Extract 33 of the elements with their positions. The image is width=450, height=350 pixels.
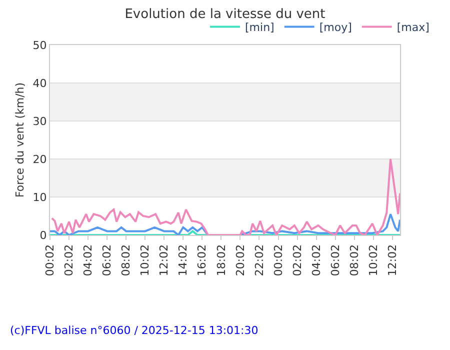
x-tick-label: 04:02 — [82, 244, 95, 276]
x-tick-label: 04:02 — [310, 244, 323, 276]
x-tick-label: 18:02 — [214, 244, 228, 276]
y-tick-label: 40 — [32, 76, 47, 90]
x-tick-label: 08:02 — [348, 244, 361, 276]
legend-label: [moy] — [319, 20, 352, 34]
x-tick-label: 02:02 — [62, 244, 76, 276]
x-tick-label: 14:02 — [176, 244, 190, 276]
y-tick-label: 20 — [32, 152, 47, 166]
y-tick-label: 10 — [32, 190, 47, 204]
x-tick-label: 02:02 — [290, 244, 304, 276]
x-tick-label: 00:02 — [44, 244, 57, 276]
y-tick-label: 0 — [40, 228, 47, 242]
chart-title: Evolution de la vitesse du vent — [124, 6, 326, 22]
line-series — [50, 213, 400, 235]
x-tick-label: 06:02 — [328, 244, 342, 276]
x-tick-label: 10:02 — [138, 244, 152, 276]
x-tick-label: 08:02 — [120, 244, 133, 276]
x-tick-label: 06:02 — [100, 244, 114, 276]
legend-label: [min] — [245, 20, 274, 34]
x-tick-label: 12:02 — [386, 244, 399, 276]
x-tick-label: 22:02 — [252, 244, 266, 276]
x-tick-label: 12:02 — [158, 244, 171, 276]
text: (c)FFVL balise n°6060 / 2025-12-15 13:01:30 — [10, 324, 258, 337]
legend-label: [max] — [396, 20, 430, 34]
y-axis-title: Force du vent (km/h) — [13, 82, 26, 198]
x-tick-label: 16:02 — [196, 244, 209, 276]
x-tick-label: 10:02 — [366, 244, 380, 276]
x-tick-label: 20:02 — [234, 244, 247, 276]
line-series — [50, 158, 400, 235]
y-tick-label: 30 — [32, 114, 47, 128]
x-tick-label: 00:02 — [272, 244, 285, 276]
y-tick-label: 50 — [32, 38, 47, 52]
